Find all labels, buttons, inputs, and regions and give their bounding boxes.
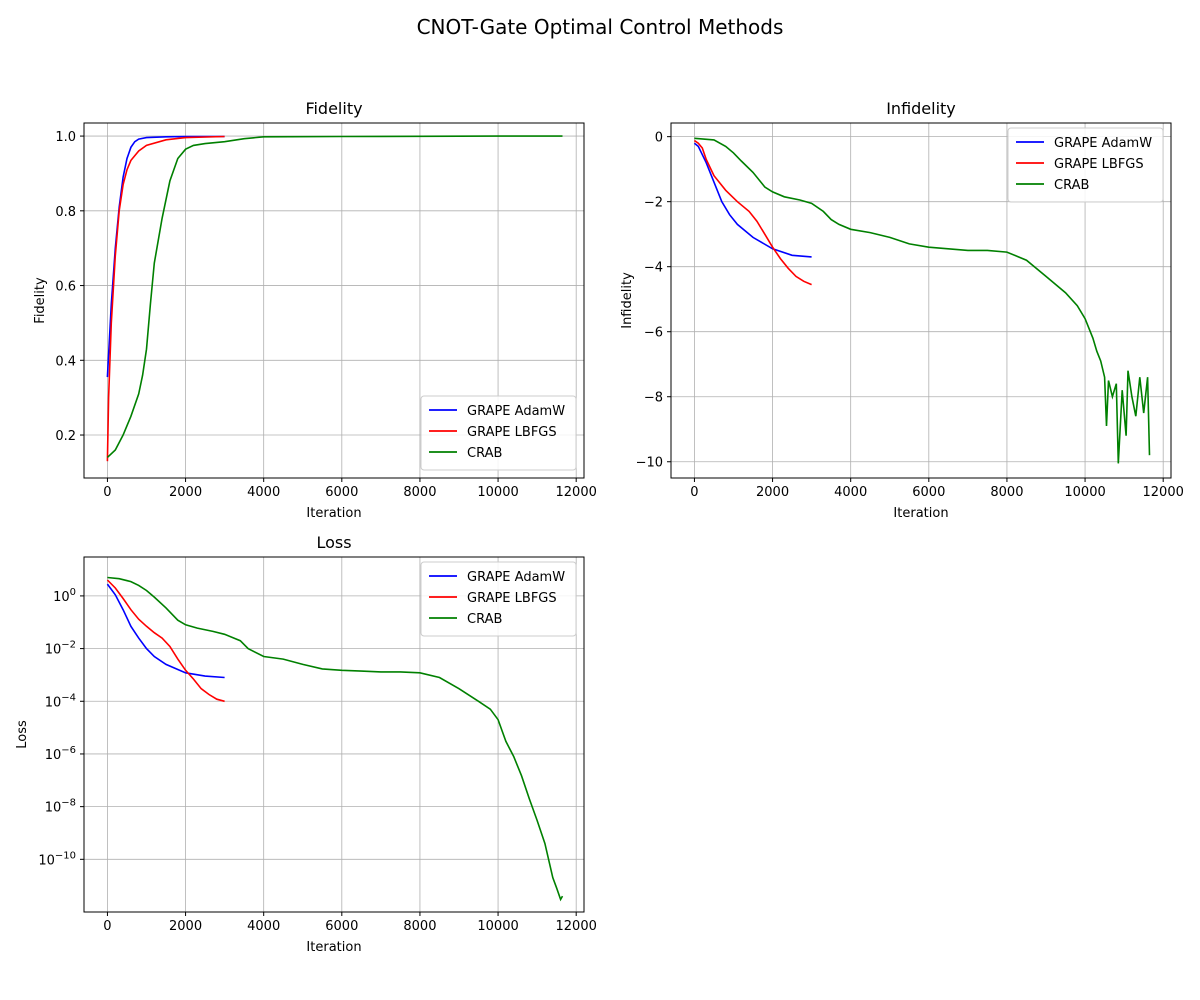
legend-label: CRAB	[467, 446, 502, 461]
y-tick-label: 0	[655, 131, 663, 146]
x-tick-label: 8000	[990, 485, 1023, 500]
series-line-grape-adamw	[106, 583, 225, 679]
chart-2: 0 2000 4000 6000 8000 10000 12000 100 10−2 10−4 10…	[15, 533, 597, 955]
y-axis-label: Infidelity	[620, 272, 635, 329]
x-tick-label: 10000	[477, 919, 518, 934]
chart-title: Fidelity	[305, 99, 362, 118]
figure-title: CNOT-Gate Optimal Control Methods	[416, 15, 784, 39]
x-tick-label: 6000	[912, 485, 945, 500]
y-tick-label: 10−2	[45, 640, 76, 658]
legend-box	[1007, 127, 1164, 203]
x-tick-label: 10000	[477, 485, 518, 500]
y-tick-label: −10	[636, 456, 663, 471]
x-axis-label: Iteration	[306, 940, 361, 955]
series-line-crab	[107, 576, 564, 902]
plot-frame	[670, 122, 1172, 479]
y-axis-label: Loss	[15, 720, 30, 749]
legend-label: GRAPE AdamW	[467, 404, 565, 419]
x-tick-label: 4000	[834, 485, 867, 500]
y-axis-label: Fidelity	[33, 277, 48, 324]
x-tick-label: 6000	[325, 485, 358, 500]
y-tick-label: 100	[53, 587, 76, 605]
series-line-grape-lbfgs	[106, 579, 225, 703]
legend-label: CRAB	[1054, 178, 1089, 193]
legend-label: CRAB	[467, 612, 502, 627]
y-tick-label: 10−10	[38, 850, 76, 868]
legend-label: GRAPE LBFGS	[467, 591, 557, 606]
y-tick-label: 0.4	[55, 354, 76, 369]
x-tick-label: 2000	[169, 919, 202, 934]
y-tick-label: −6	[644, 326, 663, 341]
series-line-grape-adamw	[106, 135, 225, 378]
x-tick-label: 10000	[1064, 485, 1105, 500]
series-line-grape-adamw	[693, 142, 812, 258]
x-tick-label: 8000	[403, 485, 436, 500]
plot-frame	[83, 556, 585, 913]
x-axis-label: Iteration	[893, 506, 948, 521]
y-tick-label: 10−4	[45, 692, 76, 710]
legend-label: GRAPE AdamW	[1054, 136, 1152, 151]
chart-0: 0 2000 4000 6000 8000 10000 12000 0.2 0.4 0.6 0.8 1…	[33, 99, 597, 521]
legend-box	[420, 395, 577, 471]
x-axis-label: Iteration	[306, 506, 361, 521]
x-tick-label: 12000	[556, 485, 597, 500]
series-line-crab	[106, 135, 563, 458]
y-tick-label: 0.8	[55, 205, 76, 220]
plot-frame	[83, 122, 585, 479]
x-tick-label: 6000	[325, 919, 358, 934]
legend-label: GRAPE LBFGS	[1054, 157, 1144, 172]
y-tick-label: 1.0	[55, 130, 76, 145]
y-tick-label: −2	[644, 196, 663, 211]
y-tick-label: 10−6	[45, 745, 76, 763]
x-tick-label: 0	[103, 919, 111, 934]
x-tick-label: 4000	[247, 485, 280, 500]
chart-1: 0 2000 4000 6000 8000 10000 12000 −10 −8 −6 −4 −2 0 I…	[620, 99, 1184, 521]
series-line-crab	[694, 137, 1151, 464]
y-tick-label: −8	[644, 391, 663, 406]
x-tick-label: 2000	[169, 485, 202, 500]
x-tick-label: 2000	[756, 485, 789, 500]
legend: GRAPE AdamW GRAPE LBFGS CRAB	[1007, 127, 1164, 203]
legend-label: GRAPE LBFGS	[467, 425, 557, 440]
series-line-grape-lbfgs	[106, 135, 225, 462]
x-tick-label: 12000	[556, 919, 597, 934]
series-line-grape-lbfgs	[693, 139, 812, 286]
x-tick-label: 8000	[403, 919, 436, 934]
y-tick-label: 0.6	[55, 280, 76, 295]
y-tick-label: 0.2	[55, 429, 76, 444]
chart-title: Loss	[316, 533, 351, 552]
legend-box	[420, 561, 577, 637]
y-tick-label: 10−8	[45, 798, 76, 816]
legend: GRAPE AdamW GRAPE LBFGS CRAB	[420, 561, 577, 637]
x-tick-label: 0	[690, 485, 698, 500]
y-tick-label: −4	[644, 261, 663, 276]
legend-label: GRAPE AdamW	[467, 570, 565, 585]
x-tick-label: 4000	[247, 919, 280, 934]
x-tick-label: 0	[103, 485, 111, 500]
x-tick-label: 12000	[1143, 485, 1184, 500]
chart-title: Infidelity	[886, 99, 956, 118]
legend: GRAPE AdamW GRAPE LBFGS CRAB	[420, 395, 577, 471]
